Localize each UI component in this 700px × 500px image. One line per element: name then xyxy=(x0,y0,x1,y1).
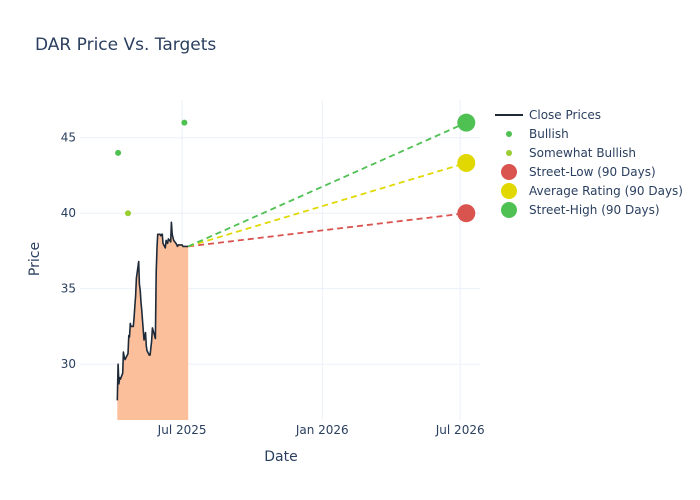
legend-target-swatch xyxy=(501,164,517,180)
x-axis-title: Date xyxy=(264,449,297,465)
y-tick-label: 30 xyxy=(61,357,76,371)
y-tick-label: 40 xyxy=(61,206,76,220)
y-tick-label: 45 xyxy=(61,131,76,145)
target-marker xyxy=(457,153,476,172)
target-line xyxy=(187,162,467,248)
close-price-area xyxy=(117,222,189,420)
target-marker xyxy=(457,113,476,132)
y-tick-label: 35 xyxy=(61,282,76,296)
legend-label: Somewhat Bullish xyxy=(529,146,636,160)
x-tick-label: Jul 2026 xyxy=(435,423,485,437)
target-line xyxy=(187,121,467,248)
x-tick-label: Jul 2025 xyxy=(157,423,207,437)
legend-label: Close Prices xyxy=(529,108,601,122)
chart-title: DAR Price Vs. Targets xyxy=(35,35,216,55)
legend-label: Street-High (90 Days) xyxy=(529,203,660,217)
legend[interactable]: Close Prices Bullish Somewhat Bullish Stree… xyxy=(495,108,683,218)
rating-marker xyxy=(181,119,188,126)
legend-label: Bullish xyxy=(529,127,569,141)
legend-label: Street-Low (90 Days) xyxy=(529,165,656,179)
legend-marker-swatch xyxy=(506,131,512,137)
rating-marker xyxy=(115,149,122,156)
target-line xyxy=(188,212,467,248)
legend-target-swatch xyxy=(501,202,517,218)
target-marker xyxy=(457,204,476,223)
plot-marks xyxy=(115,113,476,420)
legend-label: Average Rating (90 Days) xyxy=(529,184,683,198)
y-axis-title: Price xyxy=(27,242,43,276)
axis-ticks: Jul 2025 Jan 2026 Jul 2026 30 35 40 45 xyxy=(61,131,485,437)
close-price-line xyxy=(116,221,189,401)
legend-target-swatch xyxy=(501,183,517,199)
x-tick-label: Jan 2026 xyxy=(295,423,349,437)
rating-marker xyxy=(125,210,131,217)
legend-marker-swatch xyxy=(506,150,512,156)
